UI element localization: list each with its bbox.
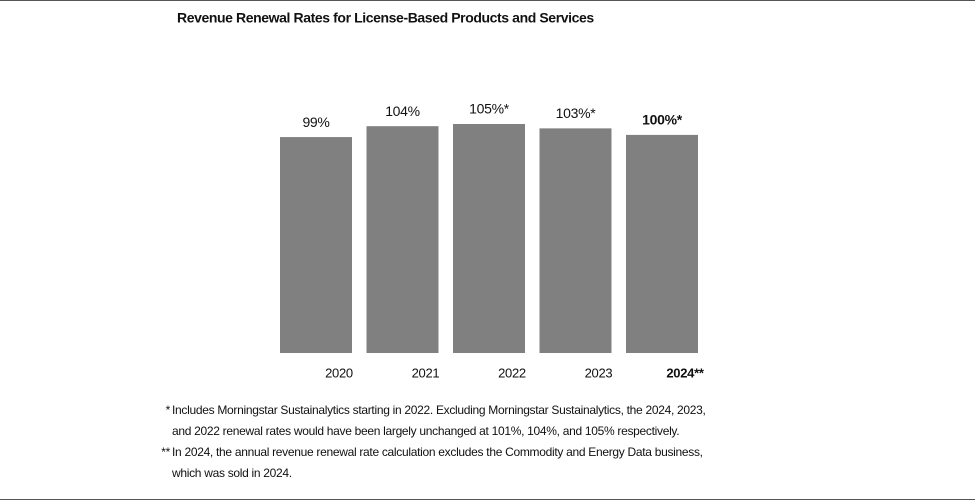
footnote-marker: * [166, 403, 171, 417]
bar [626, 134, 698, 353]
x-tick-label: 2021 [412, 365, 440, 380]
x-tick-label: 2024** [666, 365, 704, 380]
footnote-text: and 2022 renewal rates would have been l… [172, 424, 679, 438]
footnote-text: In 2024, the annual revenue renewal rate… [172, 445, 703, 459]
x-tick-label: 2022 [498, 365, 526, 380]
bar [280, 137, 352, 353]
footnote-text: Includes Morningstar Sustainalytics star… [172, 403, 706, 417]
chart-title: Revenue Renewal Rates for License-Based … [177, 10, 594, 26]
footnote-marker: ** [161, 445, 170, 459]
bar [453, 124, 525, 353]
value-label: 104% [385, 103, 420, 119]
value-label: 100%* [642, 112, 683, 128]
footnote-text: which was sold in 2024. [171, 466, 292, 480]
value-label: 105%* [469, 101, 510, 117]
x-tick-label: 2020 [325, 365, 353, 380]
value-label: 99% [302, 114, 329, 130]
bar [366, 126, 439, 353]
value-label: 103%* [556, 105, 597, 121]
bar [539, 128, 612, 353]
x-tick-label: 2023 [585, 365, 613, 380]
